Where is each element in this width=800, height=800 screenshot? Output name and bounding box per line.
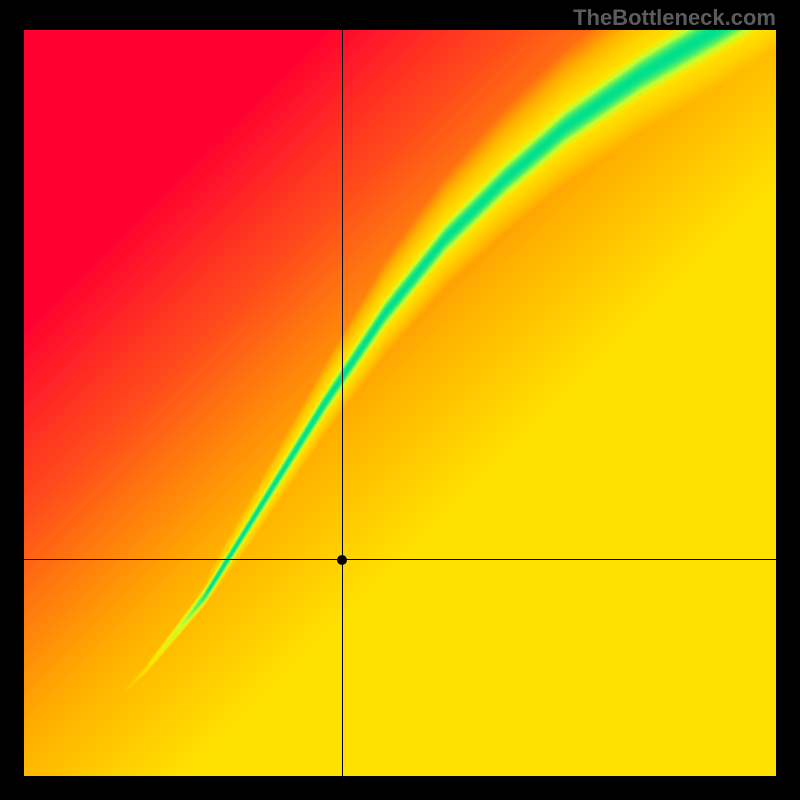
heatmap-plot [24, 30, 776, 776]
crosshair-horizontal [24, 559, 776, 560]
heatmap-canvas [24, 30, 776, 776]
watermark-text: TheBottleneck.com [573, 5, 776, 31]
crosshair-vertical [342, 30, 343, 776]
data-point-marker [337, 555, 347, 565]
figure-container: TheBottleneck.com [0, 0, 800, 800]
